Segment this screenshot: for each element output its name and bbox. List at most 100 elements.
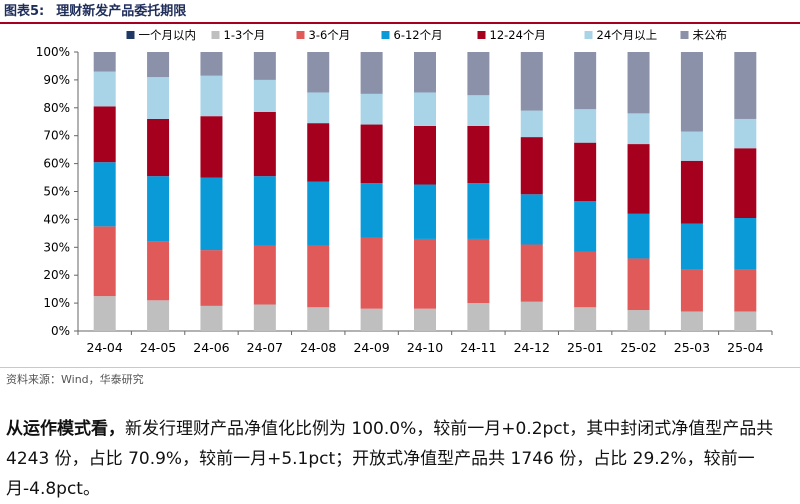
bar-segment (360, 237, 383, 309)
bar-segment (467, 52, 490, 96)
bar-segment (307, 245, 330, 308)
bar-segment (734, 218, 757, 270)
x-tick-label: 24-08 (300, 340, 336, 355)
x-tick-label: 24-09 (353, 340, 389, 355)
legend-label: 一个月以内 (139, 28, 197, 42)
bar-segment (627, 258, 650, 311)
legend-label: 未公布 (693, 28, 728, 42)
bar-segment (467, 125, 490, 184)
bar-segment (200, 52, 223, 76)
bar-segment (520, 244, 543, 302)
bar-segment (414, 308, 436, 331)
y-tick-label: 60% (43, 157, 70, 171)
bar-segment (467, 238, 490, 304)
bar-segment (734, 52, 757, 119)
analysis-paragraph: 从运作模式看，新发行理财产品净值化比例为 100.0%，较前一月+0.2pct，… (6, 414, 796, 504)
legend-swatch (296, 31, 305, 39)
bar-segment (200, 177, 223, 251)
bar-segment (520, 52, 543, 111)
x-tick-label: 24-07 (247, 340, 283, 355)
y-tick-label: 20% (43, 268, 70, 282)
bar-segment (627, 113, 650, 145)
bar-segment (414, 92, 436, 126)
figure-title: 图表5: 理财新发产品委托期限 (4, 2, 186, 22)
bar-segment (574, 307, 597, 331)
bar-segment (414, 125, 436, 185)
legend-label: 6-12个月 (394, 28, 443, 42)
bar-segment (253, 79, 276, 112)
y-tick-label: 80% (43, 101, 70, 115)
bar-segment (414, 184, 436, 239)
bar-segment (627, 213, 650, 259)
bar-segment (520, 137, 543, 195)
bar-segment (680, 223, 703, 270)
figure-number: 图表5: (4, 4, 45, 19)
bar-segment (360, 124, 383, 184)
legend-swatch (477, 31, 486, 39)
x-tick-label: 25-01 (567, 340, 603, 355)
bar-segment (520, 194, 543, 245)
x-tick-label: 24-11 (460, 340, 496, 355)
legend-swatch (584, 31, 593, 39)
bar-segment (307, 123, 330, 182)
x-tick-label: 25-03 (674, 340, 710, 355)
bar-segment (574, 201, 597, 252)
bar-segment (253, 176, 276, 246)
bar-segment (307, 92, 330, 124)
y-tick-label: 40% (43, 212, 70, 226)
bar-segment (147, 52, 170, 78)
bar-segment (253, 111, 276, 177)
bar-segment (93, 71, 116, 107)
y-tick-label: 90% (43, 73, 70, 87)
bar-segment (467, 303, 490, 331)
legend-swatch (381, 31, 390, 39)
bar-segment (93, 106, 116, 163)
bar-segment (627, 310, 650, 331)
source-note: 资料来源：Wind，华泰研究 (6, 373, 144, 386)
y-tick-label: 10% (43, 296, 70, 310)
bar-segment (627, 52, 650, 114)
bar-segment (574, 251, 597, 308)
bar-segment (680, 269, 703, 312)
bar-segment (734, 148, 757, 219)
y-tick-label: 0% (51, 324, 70, 338)
bar-segment (253, 52, 276, 80)
bar-segment (147, 176, 170, 242)
bar-segment (147, 300, 170, 331)
x-tick-label: 24-06 (193, 340, 229, 355)
bar-segment (680, 160, 703, 224)
bar-segment (574, 109, 597, 143)
bar-segment (680, 52, 703, 132)
x-tick-label: 24-05 (140, 340, 176, 355)
stacked-bar-chart: 0% 10% 20% 30% 40% 50% 60% 70% 80% 90% 100% 24-04 24… (36, 28, 773, 355)
bar-segment (307, 181, 330, 246)
bar-segment (520, 110, 543, 138)
paragraph-body: 新发行理财产品净值化比例为 100.0%，较前一月+0.2pct，其中封闭式净值… (6, 419, 774, 499)
bar-segment (414, 238, 436, 309)
bar-segment (734, 118, 757, 149)
source-divider (0, 367, 800, 368)
x-tick-label: 25-04 (727, 340, 763, 355)
bar-segment (520, 301, 543, 331)
x-tick-label: 24-10 (407, 340, 443, 355)
bar-segment (680, 311, 703, 331)
legend-label: 3-6个月 (309, 28, 351, 42)
bar-segment (360, 183, 383, 238)
x-tick-label: 24-12 (514, 340, 550, 355)
bar-segment (734, 311, 757, 331)
x-tick-label: 24-04 (87, 340, 123, 355)
y-tick-label: 30% (43, 240, 70, 254)
legend-label: 1-3个月 (224, 28, 266, 42)
bar-segment (147, 118, 170, 177)
bar-segment (467, 183, 490, 239)
bar-segment (307, 52, 330, 93)
bar-segment (734, 269, 757, 312)
bar-segment (574, 142, 597, 202)
bar-segment (360, 308, 383, 331)
bar-segment (200, 116, 223, 178)
bar-segment (467, 95, 490, 126)
bar-segment (200, 250, 223, 306)
bar-segment (93, 296, 116, 331)
bar-segment (200, 75, 223, 117)
bar-segment (680, 131, 703, 161)
